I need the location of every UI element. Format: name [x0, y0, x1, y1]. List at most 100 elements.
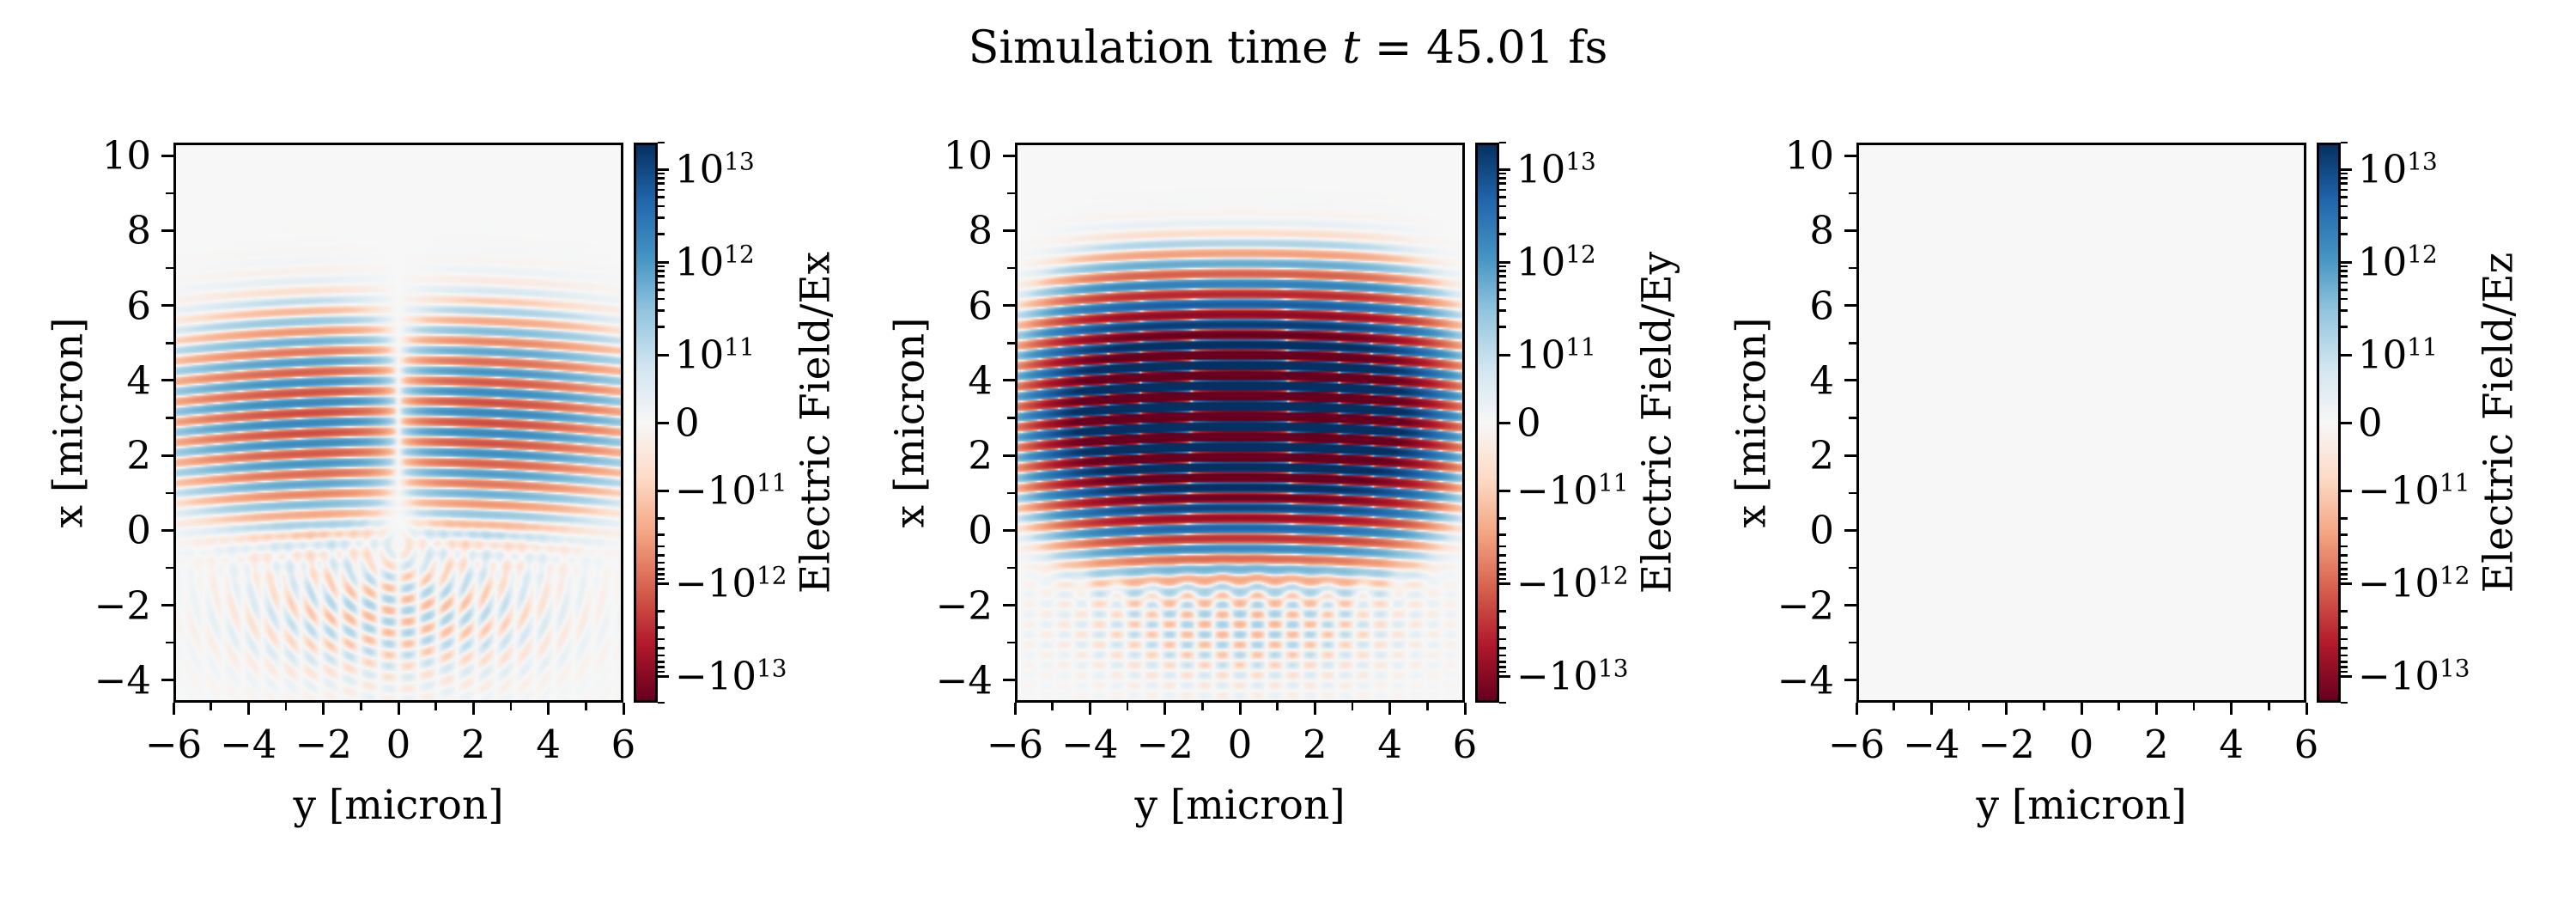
x-tick-label: 4	[1377, 722, 1402, 767]
y-tick-label: 4	[968, 357, 993, 404]
colorbar-minor-tick	[1499, 196, 1506, 198]
colorbar-minor-tick	[2341, 281, 2348, 284]
y-major-tick	[1844, 604, 1856, 607]
colorbar-minor-tick	[1499, 573, 1506, 576]
colorbar-tick-label: −1013	[675, 654, 787, 696]
colorbar-minor-tick	[2341, 141, 2348, 144]
colorbar-minor-tick	[2341, 545, 2348, 548]
colorbar-minor-tick	[658, 533, 665, 536]
y-tick-label: 8	[1809, 207, 1834, 253]
y-minor-tick	[1849, 342, 1856, 344]
y-tick-label: −4	[1777, 657, 1834, 704]
colorbar-minor-tick	[658, 141, 665, 144]
y-tick-label: 10	[943, 132, 993, 179]
colorbar-minor-tick	[1499, 281, 1506, 284]
y-major-tick	[161, 379, 173, 382]
colorbar-minor-tick	[1499, 182, 1506, 185]
colorbar-tick-exponent: 11	[1597, 468, 1629, 497]
x-minor-tick	[1426, 703, 1429, 710]
colorbar-tick-exponent: 11	[2407, 332, 2438, 362]
colorbar-tick-label: −1013	[1516, 656, 1628, 696]
colorbar-minor-tick	[658, 610, 665, 613]
x-axis-label-Ez: y [micron]	[1976, 782, 2187, 829]
y-minor-tick	[1007, 641, 1015, 644]
x-tick-label: 2	[1303, 722, 1327, 767]
colorbar-tick-label: −1012	[675, 564, 787, 603]
y-minor-tick	[1849, 641, 1856, 644]
colorbar-minor-tick	[1499, 216, 1506, 219]
colorbar-minor-tick	[658, 554, 665, 557]
axes-Ey	[1015, 143, 1465, 703]
x-major-tick	[2230, 703, 2233, 715]
colorbar-Ex	[634, 143, 658, 703]
colorbar-tick-exponent: 13	[756, 654, 787, 683]
x-major-tick	[1463, 703, 1467, 715]
colorbar-minor-tick	[658, 701, 665, 704]
y-tick-label: 6	[968, 283, 993, 329]
colorbar-tick-mantissa: −10	[2358, 653, 2439, 699]
figure-title-prefix: Simulation time	[968, 22, 1343, 74]
colorbar-major-tick	[658, 168, 669, 171]
x-major-tick	[172, 703, 175, 715]
colorbar-minor-tick	[658, 545, 665, 548]
x-minor-tick	[1126, 703, 1129, 710]
colorbar-tick-mantissa: 0	[2358, 399, 2383, 446]
colorbar-tick-exponent: 12	[2407, 240, 2438, 269]
colorbar-minor-tick	[658, 661, 665, 663]
colorbar-tick-mantissa: −10	[675, 467, 756, 514]
colorbar-major-tick	[2341, 582, 2352, 585]
colorbar-minor-tick	[2341, 309, 2348, 312]
colorbar-minor-tick	[2341, 610, 2348, 613]
y-minor-tick	[1007, 342, 1015, 344]
figure-title-variable: t	[1342, 22, 1361, 74]
y-tick-label: 4	[1809, 357, 1834, 404]
colorbar-minor-tick	[658, 309, 665, 312]
colorbar-major-tick	[2341, 421, 2352, 424]
x-major-tick	[2005, 703, 2008, 715]
colorbar-major-tick	[658, 489, 669, 492]
colorbar-minor-tick	[1499, 577, 1506, 581]
x-tick-label: 6	[2293, 722, 2319, 767]
colorbar-minor-tick	[658, 326, 665, 328]
y-tick-label: 2	[968, 432, 993, 478]
colorbar-tick-mantissa: 10	[2358, 332, 2408, 378]
y-axis-label-Ey: x [micron]	[886, 317, 934, 528]
colorbar-major-tick	[658, 353, 669, 357]
colorbar-minor-tick	[658, 281, 665, 284]
colorbar-tick-label: −1012	[2358, 564, 2470, 603]
colorbar-minor-tick	[2341, 204, 2348, 208]
colorbar-tick-exponent: 13	[2439, 654, 2470, 683]
y-minor-tick	[166, 641, 173, 644]
y-major-tick	[1844, 454, 1856, 457]
y-major-tick	[161, 154, 173, 157]
colorbar-minor-tick	[1499, 533, 1506, 536]
x-tick-label: −4	[1061, 722, 1119, 767]
x-tick-label: −6	[986, 722, 1044, 767]
colorbar-tick-label: 1011	[1516, 335, 1596, 375]
colorbar-minor-tick	[2341, 233, 2348, 235]
x-minor-tick	[585, 703, 587, 710]
colorbar-tick-mantissa: −10	[675, 560, 756, 606]
y-minor-tick	[1849, 192, 1856, 195]
x-minor-tick	[2268, 703, 2270, 710]
colorbar-tick-exponent: 12	[1565, 240, 1596, 269]
colorbar-minor-tick	[1499, 270, 1506, 272]
colorbar-major-tick	[1499, 582, 1510, 585]
y-minor-tick	[1849, 491, 1856, 495]
x-minor-tick	[509, 703, 513, 710]
colorbar-tick-exponent: 11	[756, 468, 787, 497]
colorbar-minor-tick	[2341, 568, 2348, 570]
colorbar-minor-tick	[658, 654, 665, 657]
y-major-tick	[1844, 379, 1856, 382]
y-minor-tick	[1007, 566, 1015, 570]
colorbar-minor-tick	[658, 297, 665, 301]
x-major-tick	[397, 703, 400, 715]
colorbar-tick-exponent: 12	[756, 561, 787, 590]
y-major-tick	[161, 679, 173, 682]
y-minor-tick	[1007, 192, 1015, 195]
colorbar-minor-tick	[2341, 554, 2348, 557]
x-minor-tick	[284, 703, 288, 710]
colorbar-minor-tick	[1499, 661, 1506, 663]
y-major-tick	[1003, 304, 1015, 308]
colorbar-tick-label: 1011	[675, 335, 755, 375]
